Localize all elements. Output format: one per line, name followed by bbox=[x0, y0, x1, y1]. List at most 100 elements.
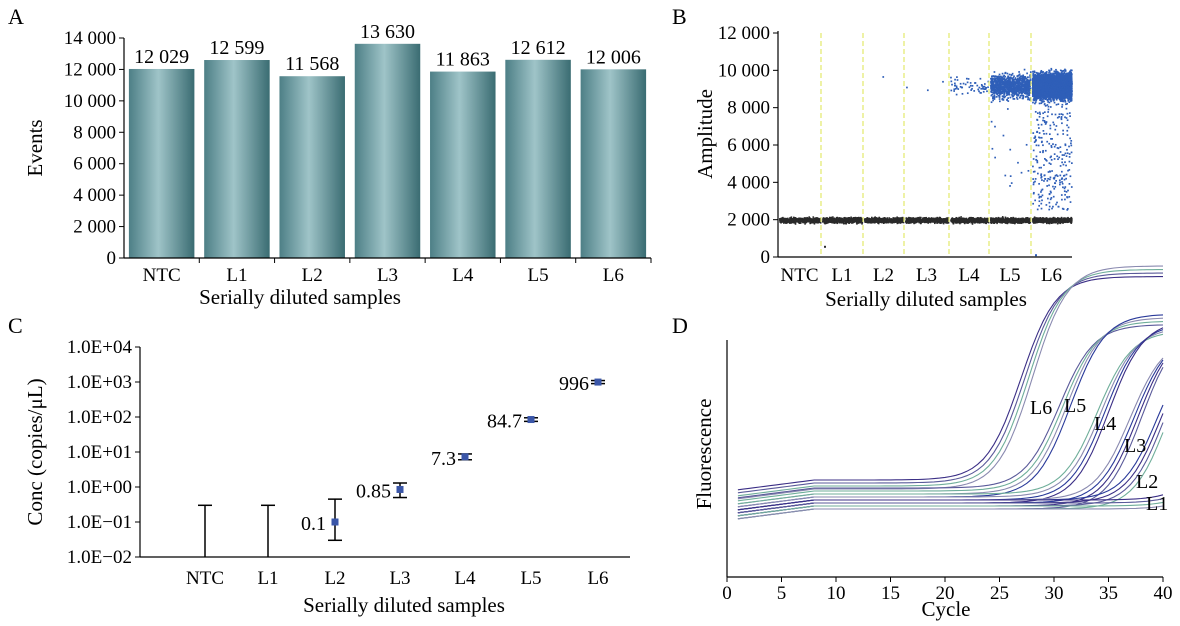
panel-b-negative-droplet bbox=[983, 219, 986, 221]
panel-b-negative-droplet bbox=[798, 219, 801, 222]
panel-b-negative-droplet bbox=[931, 218, 934, 221]
panel-b-negative-droplet bbox=[800, 218, 803, 221]
panel-b-positive-droplet bbox=[998, 94, 1001, 97]
panel-b-negative-droplet bbox=[936, 217, 939, 220]
panel-b-positive-droplet bbox=[1014, 83, 1017, 86]
panel-b-positive-droplet bbox=[987, 86, 989, 89]
panel-b-positive-droplet bbox=[1008, 91, 1010, 93]
panel-b-negative-droplet bbox=[896, 222, 899, 225]
panel-a-y-tick-label: 10 000 bbox=[64, 91, 116, 112]
panel-b-negative-droplet bbox=[960, 219, 963, 222]
panel-b-negative-droplet bbox=[970, 220, 973, 222]
panel-b-negative-droplet bbox=[786, 217, 789, 220]
panel-b-positive-droplet bbox=[1006, 83, 1009, 86]
panel-b-negative-droplet bbox=[976, 221, 979, 223]
panel-b-negative-droplet bbox=[930, 220, 933, 223]
panel-b-negative-droplet bbox=[979, 220, 982, 223]
panel-b-negative-droplet bbox=[911, 218, 914, 221]
panel-b-negative-droplet bbox=[1000, 218, 1003, 220]
panel-b-positive-droplet bbox=[968, 86, 971, 89]
panel-b-positive-droplet bbox=[990, 77, 993, 80]
panel-b-positive-droplet bbox=[971, 87, 973, 90]
panel-b-negative-droplet bbox=[845, 219, 847, 221]
panel-b-positive-droplet bbox=[997, 94, 1000, 97]
panel-b-negative-droplet bbox=[1023, 218, 1026, 221]
panel-b-positive-droplet bbox=[1016, 77, 1019, 80]
panel-b-negative-droplet bbox=[976, 218, 978, 221]
panel-b-negative-droplet bbox=[979, 216, 982, 219]
panel-b-negative-droplet bbox=[1021, 219, 1024, 222]
panel-b-negative-droplet bbox=[880, 219, 882, 222]
panel-b-negative-droplet bbox=[840, 221, 842, 224]
panel-b-negative-droplet bbox=[1019, 220, 1022, 222]
panel-b-negative-droplet bbox=[1004, 216, 1007, 219]
panel-b-negative-droplet bbox=[881, 219, 884, 221]
panel-b-negative-droplet bbox=[878, 221, 881, 223]
panel-b-negative-droplet bbox=[934, 220, 936, 223]
panel-b-positive-droplet bbox=[954, 84, 956, 87]
panel-b-negative-droplet bbox=[1011, 222, 1013, 224]
panel-b-negative-droplet bbox=[927, 222, 929, 224]
panel-b-negative-droplet bbox=[787, 219, 790, 222]
panel-b-negative-droplet bbox=[1001, 217, 1003, 219]
panel-b-negative-droplet bbox=[942, 218, 945, 220]
panel-b-negative-droplet bbox=[782, 216, 784, 219]
panel-b-negative-droplet bbox=[913, 218, 916, 220]
panel-b-positive-droplet bbox=[1018, 96, 1021, 99]
panel-b-negative-droplet bbox=[889, 219, 892, 221]
panel-b-negative-droplet bbox=[932, 217, 935, 220]
panel-label-c: C bbox=[8, 313, 23, 338]
panel-b-negative-droplet bbox=[940, 218, 943, 220]
panel-b-positive-droplet bbox=[991, 77, 994, 80]
panel-b-negative-droplet bbox=[915, 221, 918, 224]
panel-b-positive-droplet bbox=[1021, 94, 1024, 97]
panel-b-negative-droplet bbox=[1020, 217, 1023, 220]
panel-b-negative-droplet bbox=[882, 219, 885, 222]
panel-b-negative-droplet bbox=[846, 217, 848, 219]
panel-b-negative-droplet bbox=[979, 221, 982, 223]
panel-b-negative-droplet bbox=[938, 221, 941, 223]
panel-b-negative-droplet bbox=[844, 221, 847, 224]
panel-b-negative-droplet bbox=[896, 217, 899, 219]
panel-b-negative-droplet bbox=[908, 216, 910, 219]
panel-b-negative-droplet bbox=[945, 217, 948, 220]
panel-b-negative-droplet bbox=[866, 221, 869, 224]
panel-b-negative-droplet bbox=[1011, 217, 1013, 220]
panel-b-positive-droplet bbox=[1022, 81, 1025, 83]
panel-b-negative-droplet bbox=[1006, 222, 1009, 225]
panel-b-positive-droplet bbox=[993, 92, 995, 95]
panel-b-negative-droplet bbox=[835, 221, 837, 224]
panel-b-negative-droplet bbox=[965, 220, 968, 223]
panel-b-negative-droplet bbox=[986, 217, 988, 220]
panel-b-negative-droplet bbox=[833, 217, 835, 220]
panel-b-positive-droplet bbox=[1014, 78, 1017, 81]
panel-b-negative-droplet bbox=[913, 221, 916, 223]
panel-b-negative-droplet bbox=[829, 217, 831, 219]
panel-b-negative-droplet bbox=[834, 218, 837, 220]
panel-b-positive-droplet bbox=[1016, 98, 1019, 100]
panel-b-positive-droplet bbox=[1000, 91, 1003, 93]
panel-b-positive-droplet bbox=[967, 78, 970, 80]
panel-b-negative-droplet bbox=[884, 219, 887, 222]
panel-b-negative-droplet bbox=[784, 218, 787, 221]
panel-b-negative-droplet bbox=[808, 218, 810, 220]
panel-b-negative-droplet bbox=[790, 218, 792, 221]
panel-b-negative-droplet bbox=[892, 219, 895, 221]
panel-b-positive-droplet bbox=[951, 83, 953, 86]
panel-b-positive-droplet bbox=[1007, 75, 1010, 78]
panel-b-negative-droplet bbox=[998, 221, 1001, 223]
panel-b-positive-droplet bbox=[983, 85, 986, 88]
panel-b-negative-droplet bbox=[929, 221, 932, 224]
panel-b-negative-droplet bbox=[963, 219, 966, 222]
panel-b-negative-droplet bbox=[793, 219, 796, 222]
panel-b-negative-droplet bbox=[980, 221, 983, 224]
panel-b-negative-droplet bbox=[896, 218, 898, 221]
panel-b-negative-droplet bbox=[1016, 219, 1019, 222]
panel-b-negative-droplet bbox=[872, 217, 875, 220]
panel-b-positive-droplet bbox=[1022, 96, 1025, 98]
panel-b-positive-droplet bbox=[1015, 84, 1017, 87]
panel-b-positive-droplet bbox=[981, 87, 984, 90]
panel-b-negative-droplet bbox=[860, 217, 863, 220]
